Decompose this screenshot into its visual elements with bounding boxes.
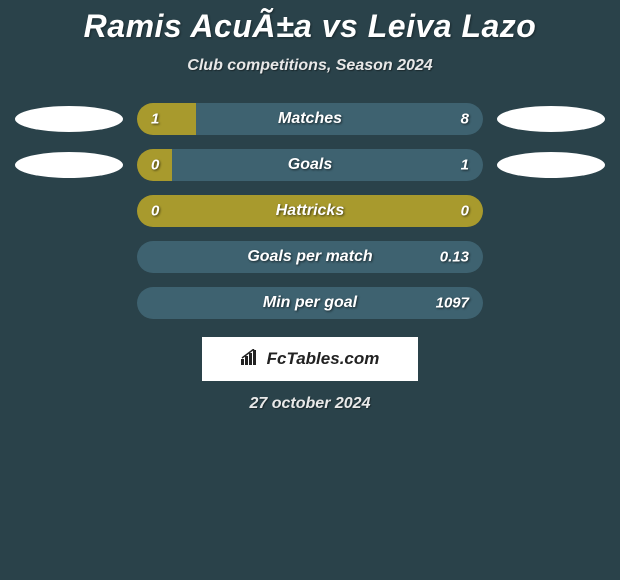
logo-box: FcTables.com bbox=[202, 337, 418, 381]
spacer bbox=[497, 244, 605, 270]
spacer bbox=[15, 198, 123, 224]
spacer bbox=[497, 198, 605, 224]
spacer bbox=[497, 290, 605, 316]
logo-text: FcTables.com bbox=[267, 349, 380, 369]
stat-bar: 01Goals bbox=[137, 149, 483, 181]
player-right-marker bbox=[497, 106, 605, 132]
bar-segment-right bbox=[137, 241, 483, 273]
player-left-marker bbox=[15, 152, 123, 178]
bar-segment-right bbox=[196, 103, 483, 135]
stat-row: 1097Min per goal bbox=[0, 287, 620, 319]
date-label: 27 october 2024 bbox=[0, 395, 620, 413]
bar-segment-left bbox=[137, 195, 483, 227]
stat-bar: 00Hattricks bbox=[137, 195, 483, 227]
spacer bbox=[15, 290, 123, 316]
stat-bar: 18Matches bbox=[137, 103, 483, 135]
stat-row: 18Matches bbox=[0, 103, 620, 135]
bar-segment-right bbox=[172, 149, 483, 181]
subtitle: Club competitions, Season 2024 bbox=[0, 57, 620, 75]
chart-bar-icon bbox=[241, 349, 261, 370]
stat-bar: 0.13Goals per match bbox=[137, 241, 483, 273]
player-right-marker bbox=[497, 152, 605, 178]
stat-row: 0.13Goals per match bbox=[0, 241, 620, 273]
bar-segment-right bbox=[137, 287, 483, 319]
spacer bbox=[15, 244, 123, 270]
stat-row: 01Goals bbox=[0, 149, 620, 181]
bar-segment-left bbox=[137, 103, 196, 135]
page-title: Ramis AcuÃ±a vs Leiva Lazo bbox=[0, 8, 620, 45]
stat-bar: 1097Min per goal bbox=[137, 287, 483, 319]
stat-row: 00Hattricks bbox=[0, 195, 620, 227]
player-left-marker bbox=[15, 106, 123, 132]
bar-segment-left bbox=[137, 149, 172, 181]
